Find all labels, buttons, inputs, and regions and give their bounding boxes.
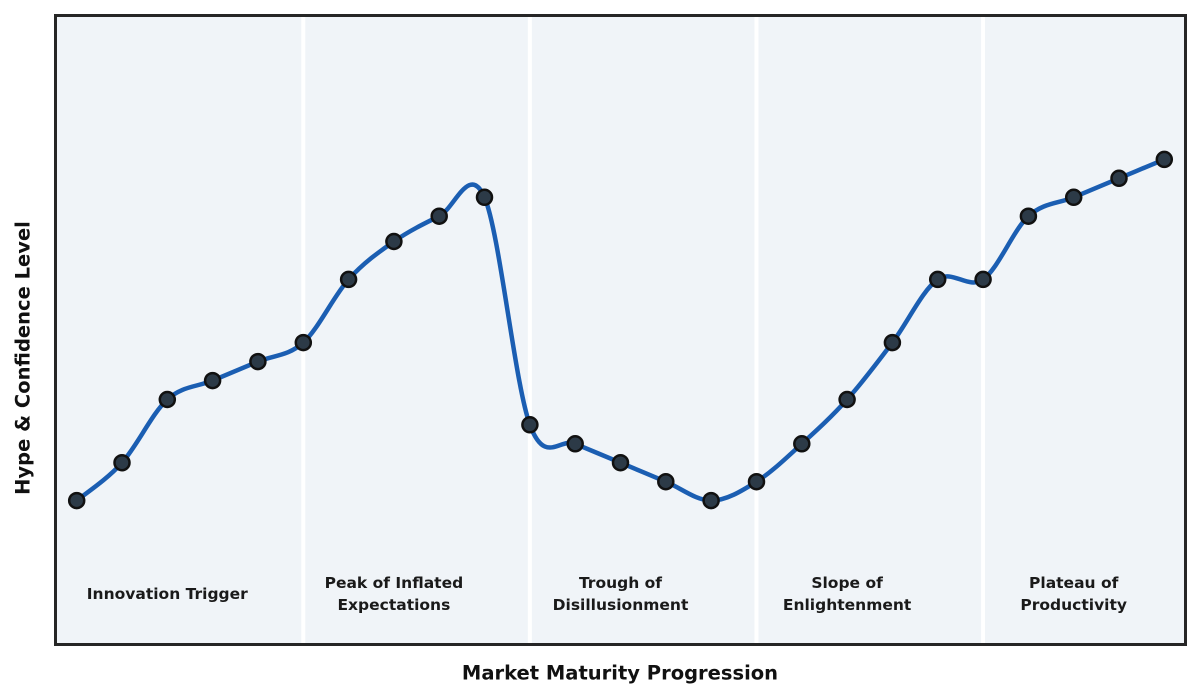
x-axis-label: Market Maturity Progression (461, 661, 779, 685)
data-point (657, 472, 675, 491)
data-point (294, 333, 313, 352)
y-axis-label: Hype & Confidence Level (11, 221, 35, 495)
data-point (1155, 150, 1174, 169)
data-point (203, 371, 222, 390)
data-point (158, 390, 177, 409)
data-point (1064, 188, 1083, 207)
phase-label-line: Expectations (337, 596, 451, 614)
plot-border (54, 14, 1187, 646)
phase-label-line: Productivity (1020, 596, 1127, 614)
data-point (611, 453, 630, 472)
data-point (793, 435, 811, 453)
plot-area (54, 14, 1187, 646)
data-point (883, 333, 902, 352)
data-point (249, 352, 267, 371)
phase-label-line: Peak of Inflated (324, 574, 464, 592)
phase-label-line: Enlightenment (782, 596, 912, 614)
phase-label: Trough of Disillusionment (553, 572, 689, 616)
data-point (928, 270, 947, 289)
data-point (521, 416, 539, 434)
data-point (747, 472, 766, 491)
phase-label: Innovation Trigger (87, 583, 248, 605)
data-point (974, 270, 992, 289)
data-point (1019, 207, 1038, 225)
phase-label-line: Plateau of (1029, 574, 1119, 592)
data-point (67, 491, 86, 510)
data-point (566, 435, 584, 453)
phase-label-line: Slope of (811, 574, 883, 592)
data-point (430, 207, 448, 225)
data-point (1110, 169, 1128, 188)
phase-label-line: Disillusionment (552, 596, 689, 614)
data-point (475, 188, 494, 207)
phase-label: Peak of Inflated Expectations (325, 572, 464, 616)
data-point (385, 232, 403, 251)
data-point (339, 270, 358, 289)
data-point (702, 491, 720, 510)
data-point (838, 390, 856, 409)
phase-label-line: Trough of (578, 574, 663, 592)
phase-label-line: Innovation Trigger (86, 585, 248, 603)
phase-label: Plateau of Productivity (1020, 572, 1127, 616)
phase-label: Slope of Enlightenment (783, 572, 911, 616)
data-point (113, 453, 131, 472)
